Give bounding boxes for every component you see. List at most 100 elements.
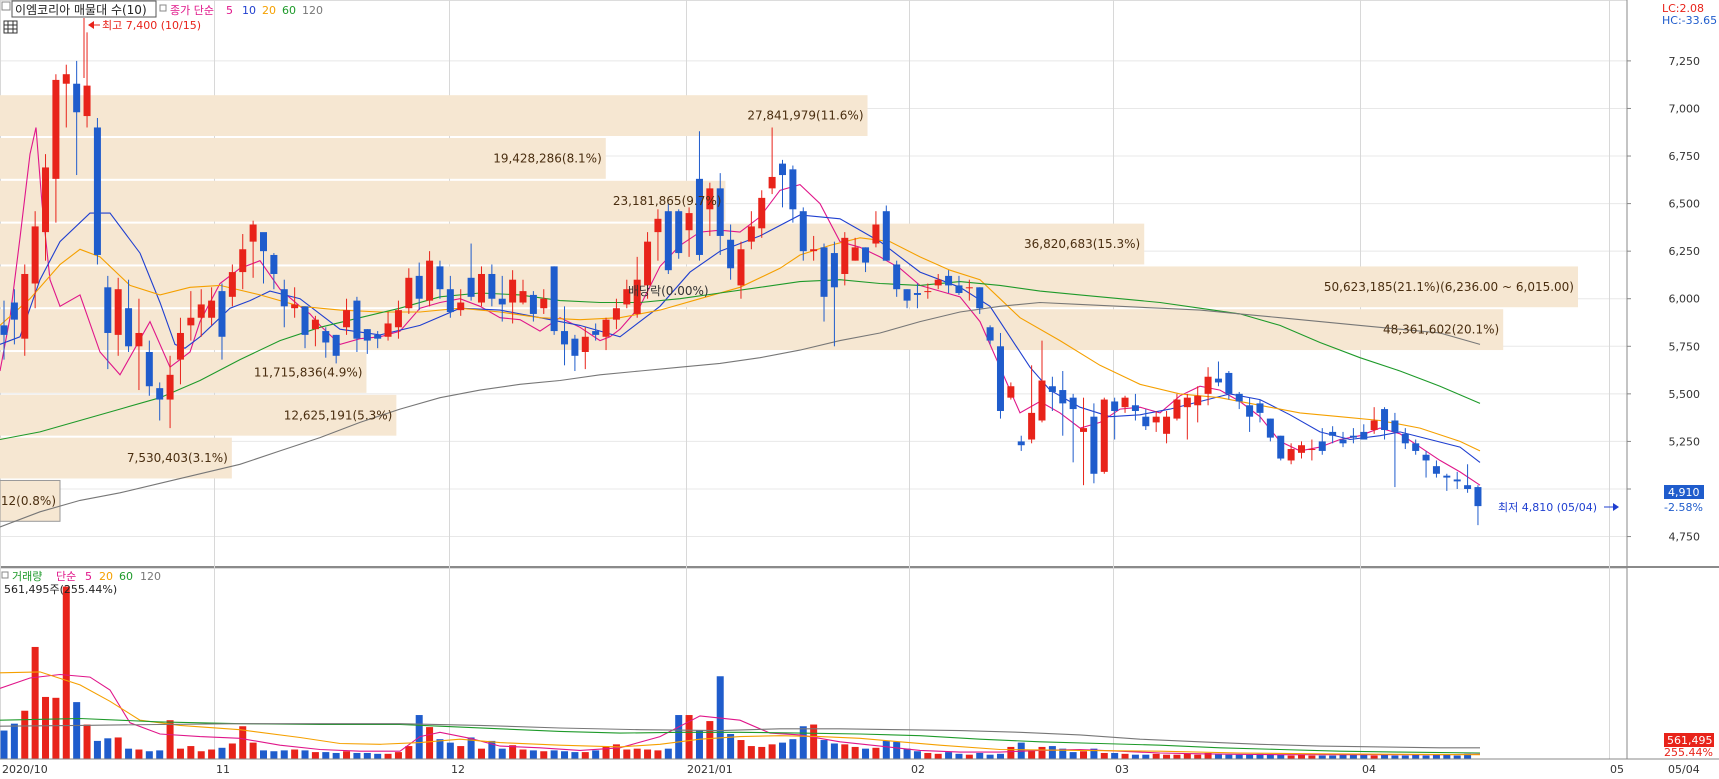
candle <box>332 334 340 364</box>
candle-body <box>1017 441 1025 446</box>
legend-ma120[interactable]: 120 <box>302 4 323 17</box>
candle <box>0 300 8 360</box>
legend-ma20[interactable]: 20 <box>262 4 276 17</box>
x-tick-label: 2020/10 <box>2 763 48 776</box>
candle-body <box>1246 405 1254 417</box>
candle <box>1163 410 1171 444</box>
candle-body <box>311 319 319 330</box>
volume-profile-band <box>0 95 868 136</box>
volume-bar <box>706 721 714 759</box>
volume-profile-band <box>0 437 232 479</box>
volume-bar <box>114 737 122 759</box>
table-icon[interactable] <box>3 20 18 34</box>
volume-bar <box>851 746 859 759</box>
legend-ma60[interactable]: 60 <box>282 4 296 17</box>
candle-body <box>654 218 662 233</box>
volume-bar <box>1204 752 1212 759</box>
volume-legend-ma120[interactable]: 120 <box>140 570 161 583</box>
candle-body <box>799 211 807 252</box>
volume-profile-band <box>0 180 726 222</box>
candle <box>1422 450 1430 478</box>
candle-body <box>52 79 60 179</box>
candles <box>0 32 1482 526</box>
candle-body <box>1339 439 1347 444</box>
volume-bar <box>1298 754 1305 759</box>
volume-bar <box>654 750 662 759</box>
candle <box>322 327 330 358</box>
volume-bar <box>467 737 475 759</box>
volume-bar <box>592 750 600 759</box>
volume-bar <box>291 749 299 759</box>
candle-body <box>965 287 973 289</box>
volume-bar <box>73 702 81 759</box>
candle <box>1131 393 1139 421</box>
volume-bar <box>602 746 610 759</box>
candle <box>623 279 631 309</box>
ma20-price-line <box>0 237 1481 452</box>
legend-toggle-icon[interactable] <box>159 4 167 12</box>
candle-body <box>633 279 641 314</box>
candle-body <box>1214 378 1222 383</box>
candle-body <box>1401 433 1409 444</box>
candle <box>1256 399 1264 423</box>
candle <box>301 306 309 349</box>
candle-body <box>280 289 288 307</box>
candle <box>571 334 579 372</box>
candle <box>83 32 91 128</box>
volume-bar <box>1100 752 1108 759</box>
candle <box>581 327 589 370</box>
candle <box>862 247 870 273</box>
volume-profile-label: 27,841,979(11.6%) <box>747 109 863 123</box>
candle-body <box>872 224 880 244</box>
volume-bar <box>166 720 174 759</box>
candle <box>1038 340 1046 423</box>
candle-body <box>145 351 153 387</box>
candle-body <box>789 169 797 210</box>
volume-profile-label: 7,530,403(3.1%) <box>127 451 228 465</box>
volume-collapse-icon[interactable] <box>1 571 9 579</box>
volume-bar <box>1422 755 1430 759</box>
candle <box>1090 403 1098 484</box>
candle-body <box>1256 403 1264 413</box>
candle-body <box>1225 372 1233 394</box>
volume-bar <box>996 753 1004 759</box>
volume-bar <box>1111 752 1119 759</box>
candle <box>633 256 641 318</box>
volume-bar <box>1028 750 1036 759</box>
candle <box>1464 464 1472 493</box>
candle <box>758 190 766 238</box>
candle <box>789 165 797 223</box>
volume-bar <box>384 753 392 759</box>
candle <box>228 264 236 307</box>
title-box[interactable] <box>11 0 157 18</box>
legend-ma10[interactable]: 10 <box>242 4 256 17</box>
candle-body <box>1152 416 1160 423</box>
volume-bar <box>633 748 641 759</box>
candle-body <box>1443 475 1451 478</box>
candle <box>882 205 890 261</box>
candle-body <box>228 272 236 297</box>
volume-legend-ma60[interactable]: 60 <box>119 570 133 583</box>
candle <box>540 289 548 314</box>
volume-bar <box>477 748 485 759</box>
volume-bar <box>1235 754 1243 759</box>
candle <box>529 291 537 322</box>
candle-body <box>913 293 921 295</box>
volume-legend-ma5[interactable]: 5 <box>85 570 92 583</box>
candle <box>498 275 506 322</box>
legend-ma5[interactable]: 5 <box>226 4 233 17</box>
candle <box>249 220 257 278</box>
candle <box>706 182 714 236</box>
volume-bar <box>374 753 382 759</box>
candle <box>280 279 288 328</box>
volume-bar <box>519 749 527 759</box>
volume-bar <box>768 744 776 759</box>
volume-bar <box>1266 754 1274 759</box>
candle-body <box>498 298 506 305</box>
volume-bar <box>0 730 8 759</box>
volume-legend-ma20[interactable]: 20 <box>99 570 113 583</box>
volume-bar <box>1412 754 1420 759</box>
volume-bar <box>550 750 558 759</box>
collapse-icon[interactable] <box>1 1 11 11</box>
